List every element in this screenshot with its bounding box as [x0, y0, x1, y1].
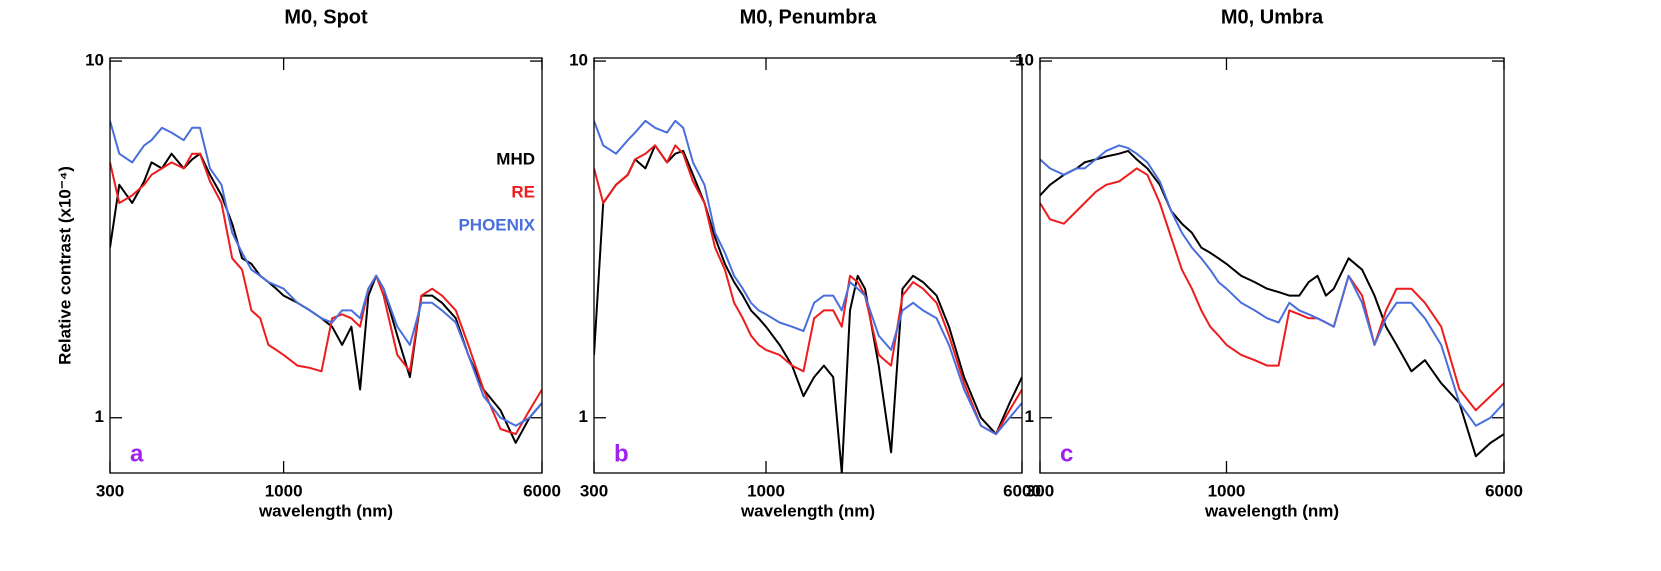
- line-series: [594, 119, 1022, 436]
- y-tick-label: 10: [1015, 51, 1034, 70]
- panel-title: M0, Umbra: [1221, 6, 1324, 28]
- x-axis-label: wavelength (nm): [740, 501, 875, 520]
- line-series: [594, 144, 1022, 473]
- y-tick-label: 1: [579, 407, 588, 426]
- x-tick-label: 1000: [747, 481, 785, 500]
- y-tick-label: 10: [85, 51, 104, 70]
- y-tick-label: 1: [1025, 407, 1034, 426]
- x-tick-label: 1000: [265, 481, 303, 500]
- panel-letter: b: [614, 440, 629, 467]
- x-axis-label: wavelength (nm): [258, 501, 393, 520]
- plot-frame: [1039, 57, 1505, 474]
- line-series: [1040, 144, 1504, 427]
- legend-entry: PHOENIX: [458, 215, 535, 234]
- x-tick-label: 300: [96, 481, 124, 500]
- panel-letter: c: [1060, 440, 1073, 467]
- line-series: [110, 152, 542, 436]
- plot-frame: [109, 57, 543, 474]
- line-series: [110, 152, 542, 444]
- line-series: [1040, 167, 1504, 412]
- plot-frame: [593, 57, 1023, 474]
- x-tick-label: 6000: [523, 481, 561, 500]
- plot-area: [594, 119, 1022, 473]
- y-tick-label: 10: [569, 51, 588, 70]
- y-tick-label: 1: [95, 407, 104, 426]
- x-tick-label: 6000: [1485, 481, 1523, 500]
- line-series: [594, 144, 1022, 436]
- x-tick-label: 1000: [1208, 481, 1246, 500]
- y-axis-label: Relative contrast (x10⁻⁴): [55, 166, 74, 365]
- legend-entry: RE: [511, 182, 535, 201]
- panel-title: M0, Penumbra: [740, 6, 878, 28]
- line-series: [1040, 149, 1504, 458]
- plot-area: [1040, 144, 1504, 458]
- legend-entry: MHD: [496, 149, 535, 168]
- x-tick-label: 300: [1026, 481, 1054, 500]
- plot-area: [110, 120, 542, 444]
- panel-title: M0, Spot: [284, 6, 368, 28]
- x-tick-label: 300: [580, 481, 608, 500]
- line-series: [110, 120, 542, 427]
- x-tick-label: 6000: [1003, 481, 1041, 500]
- panel-letter: a: [130, 440, 144, 467]
- x-axis-label: wavelength (nm): [1204, 501, 1339, 520]
